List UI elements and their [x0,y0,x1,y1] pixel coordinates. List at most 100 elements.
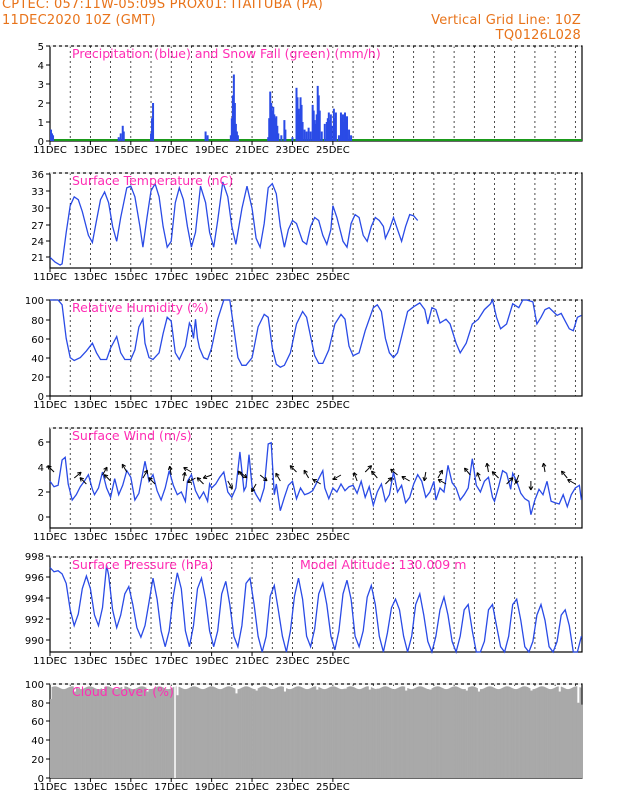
cloud-bar [581,704,583,778]
cloud-bar [393,689,395,778]
cloud-bar [432,687,434,778]
cloud-bar [187,688,189,778]
cloud-bar [409,689,411,778]
wind-arrow-shaft [486,463,489,473]
cloud-bar [493,687,495,778]
cloud-bar [75,687,78,778]
precip-xtick-label: 11DEC [33,145,67,156]
cloud-xtick-label: 19DEC [195,782,229,793]
cloud-bar [208,686,210,778]
cloud-bar [486,686,488,778]
precip-bar [311,104,314,141]
humidity-ytick-label: 100 [25,296,44,307]
cloud-bar [446,689,449,778]
cloud-bar [547,688,549,778]
precip-ytick-label: 2 [38,99,44,110]
wind-arrow-head [515,480,520,484]
cloud-bar [281,686,284,778]
wind-arrow-shaft [251,483,257,493]
cloud-bar [125,686,128,778]
pressure-xtick-label: 13DEC [74,656,108,667]
wind-arrow-head [353,472,358,476]
cloud-bar [495,688,497,778]
cloud-bar [286,688,289,778]
precip-bar [295,87,298,141]
precip-xtick-label: 15DEC [114,145,148,156]
cloud-bar [380,687,382,778]
cloud-bar [306,689,308,778]
cloud-bar [321,688,323,778]
wind-arrow-shaft [142,469,148,479]
cloud-bar [94,688,96,778]
cloud-bar [92,687,94,778]
cloud-bar [239,688,242,778]
cloud-bar [484,687,487,778]
cloud-bar [556,686,558,778]
cloud-bar [59,688,61,778]
cloud-bar [296,686,298,778]
cloud-bar [175,686,177,778]
cloud-bar [513,689,516,778]
wind-arrow-head [289,465,295,468]
cloud-bar [370,687,373,778]
precip-bar [337,135,340,141]
pressure-ytick-label: 990 [25,636,44,647]
pressure-xtick-label: 11DEC [33,656,67,667]
cloud-bar [496,688,498,778]
precip-xtick-label: 19DEC [195,145,229,156]
wind-arrow-head [401,476,405,481]
cloud-bar [431,688,433,778]
cloud-bar [73,691,75,778]
cloud-bar [550,689,552,778]
cloud-bar [562,687,564,778]
cloud-bar [230,686,232,778]
cloud-bar [538,687,540,778]
humidity-ytick-label: 60 [31,335,44,346]
cloud-bar [551,688,554,778]
wind-arrow-head [143,469,148,473]
wind-arrow-head [79,472,82,477]
wind-arrow-head [202,474,207,479]
wind-arrow [187,477,196,483]
cloud-bar [62,689,65,778]
cloud-bar [314,686,316,778]
cloud-bar [181,688,183,778]
cloud-bar [374,689,377,778]
pressure-ytick-label: 994 [25,594,44,605]
cloud-bar [358,689,360,778]
cloud-bar [238,689,240,778]
temperature-ytick-label: 27 [31,221,44,232]
precip-bar [276,125,279,141]
cloud-bar [307,689,310,778]
cloud-bar [340,689,343,778]
cloud-bar [114,689,116,778]
cloud-bar [496,689,499,778]
wind-arrow-shaft [401,476,410,482]
cloud-bar [195,686,197,778]
wind-arrow-shaft [385,477,393,485]
precip-bar [296,97,299,141]
wind-arrow [79,477,87,485]
cloud-bar [505,686,507,778]
cloud-bar [438,686,440,778]
precip-bar [236,135,239,141]
cloud-bar [312,686,314,778]
cloud-bar [500,688,502,778]
cloud-bar [401,686,403,778]
cloud-bar [236,693,238,778]
precip-bar [339,112,342,141]
cloud-bar [172,687,174,778]
cloud-bar [451,686,453,778]
wind-arrow [514,474,520,484]
cloud-bar [104,686,107,778]
cloud-bar [351,686,353,778]
cloud-bar [95,688,97,778]
cloud-bar [290,688,293,778]
precip-bar [332,108,335,141]
cloud-bar [183,688,185,778]
cloud-bar [377,688,379,778]
humidity-xtick-label: 13DEC [74,400,108,411]
cloud-bar [454,686,456,778]
wind-arrow-shaft [148,477,156,485]
cloud-bar [385,686,387,778]
